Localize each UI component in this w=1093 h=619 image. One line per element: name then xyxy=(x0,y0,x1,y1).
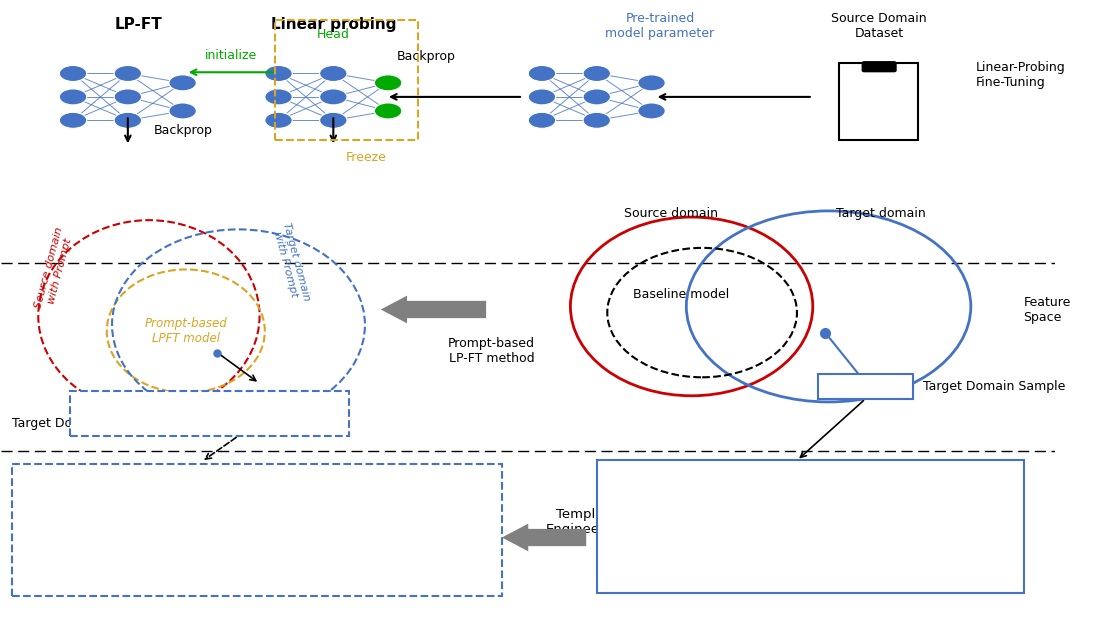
Text: Target domain: Target domain xyxy=(836,207,926,220)
Text: Source Domain
Dataset: Source Domain Dataset xyxy=(832,12,927,40)
Text: Freeze: Freeze xyxy=(346,151,387,164)
Text: Template
Engineering: Template Engineering xyxy=(546,508,626,536)
Circle shape xyxy=(375,75,402,91)
Text: C: C xyxy=(21,509,30,522)
Circle shape xyxy=(319,66,346,82)
Circle shape xyxy=(114,66,141,82)
FancyBboxPatch shape xyxy=(839,63,918,140)
Text: P: P xyxy=(21,545,30,558)
FancyBboxPatch shape xyxy=(862,62,896,72)
Circle shape xyxy=(114,112,141,128)
Circle shape xyxy=(528,66,555,82)
Circle shape xyxy=(375,103,402,119)
Text: Linear probing: Linear probing xyxy=(271,17,396,32)
FancyArrow shape xyxy=(380,296,486,323)
Text: get access to a broad range of customers by using Avnet: get access to a broad range of customers… xyxy=(618,527,976,540)
Text: Linear-Probing
Fine-Tuning: Linear-Probing Fine-Tuning xyxy=(976,61,1066,89)
Text: Prompt-based
LPFT model: Prompt-based LPFT model xyxy=(144,317,227,345)
FancyBboxPatch shape xyxy=(70,391,349,436)
Circle shape xyxy=(583,89,611,105)
FancyArrow shape xyxy=(502,524,586,552)
Circle shape xyxy=(169,75,197,91)
Circle shape xyxy=(59,112,86,128)
Text: of customers?: of customers? xyxy=(33,491,121,504)
Circle shape xyxy=(59,89,86,105)
Circle shape xyxy=(583,112,611,128)
FancyBboxPatch shape xyxy=(597,461,1023,593)
Circle shape xyxy=(169,103,197,119)
Text: Target Domain Sample with Prompt: Target Domain Sample with Prompt xyxy=(12,417,234,430)
Text: Q: Q xyxy=(606,473,615,486)
Text: C: C xyxy=(606,509,614,522)
Text: initialize: initialize xyxy=(205,49,257,62)
Circle shape xyxy=(319,112,346,128)
Text: : The sentiment of this question is positive, you need to look for: : The sentiment of this question is posi… xyxy=(36,545,437,558)
Text: “significant”: “significant” xyxy=(33,564,110,577)
Circle shape xyxy=(638,103,666,119)
Text: Target domain
with Prompt: Target domain with Prompt xyxy=(270,222,312,305)
Text: to a broad range of customers by using Avnet without.........: to a broad range of customers by using A… xyxy=(33,527,407,540)
Circle shape xyxy=(265,66,292,82)
Circle shape xyxy=(583,66,611,82)
Text: Target Domain Sample: Target Domain Sample xyxy=(924,380,1066,393)
Text: Source domain
with Prompt: Source domain with Prompt xyxy=(33,226,75,313)
Text: Source domain: Source domain xyxy=(623,207,717,220)
Text: Pre-trained
model parameter: Pre-trained model parameter xyxy=(606,12,715,40)
Text: Head: Head xyxy=(317,28,350,41)
Circle shape xyxy=(638,75,666,91)
Circle shape xyxy=(265,112,292,128)
Text: broad range of customers?: broad range of customers? xyxy=(618,491,787,504)
Text: Backprop: Backprop xyxy=(397,50,456,63)
FancyBboxPatch shape xyxy=(818,374,913,399)
Circle shape xyxy=(528,89,555,105)
Text: without ………….: without …………. xyxy=(618,545,722,558)
Text: : What will be prevented if suppliers get access to a: : What will be prevented if suppliers ge… xyxy=(621,473,947,486)
Text: Backprop: Backprop xyxy=(154,124,213,137)
Text: Baseline model: Baseline model xyxy=(633,288,729,301)
Text: : However, Avnet’s management conceded..... Suppliers get access: : However, Avnet’s management conceded..… xyxy=(36,509,460,522)
Text: Q: Q xyxy=(21,473,31,486)
Text: Feature
Space: Feature Space xyxy=(1023,295,1071,324)
Text: Prompt-based
LP-FT method: Prompt-based LP-FT method xyxy=(448,337,534,365)
Text: LP-FT: LP-FT xyxy=(115,17,162,32)
Circle shape xyxy=(319,89,346,105)
FancyBboxPatch shape xyxy=(12,464,502,596)
Circle shape xyxy=(114,89,141,105)
Circle shape xyxy=(528,112,555,128)
Text: : What will be prevented if suppliers get access to a broad range: : What will be prevented if suppliers ge… xyxy=(36,473,443,486)
Circle shape xyxy=(265,89,292,105)
Circle shape xyxy=(59,66,86,82)
Text: : However, Avnet’s management conceded..... Suppliers: : However, Avnet’s management conceded..… xyxy=(621,509,974,522)
